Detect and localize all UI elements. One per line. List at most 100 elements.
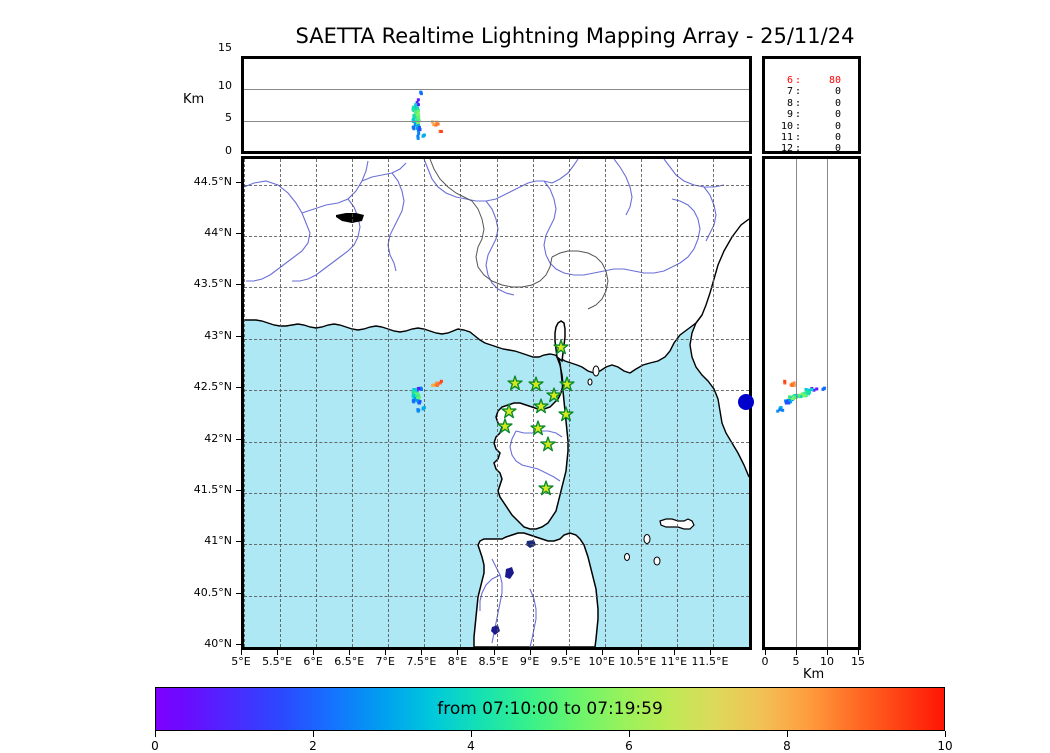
colorbar-time-label: from 07:10:00 to 07:19:59 [437, 699, 663, 719]
lon-tick-label: 5.5°E [262, 655, 293, 668]
lightning-source-point [415, 126, 419, 130]
lon-tick-label: 9°E [519, 655, 540, 668]
lightning-source-point [799, 395, 803, 399]
lma-station-marker[interactable] [546, 387, 562, 403]
top-ytick-0: 0 [225, 144, 232, 157]
stats-value: 0 [834, 86, 841, 98]
lightning-source-point [778, 408, 782, 412]
lma-station-marker[interactable] [528, 376, 544, 392]
top-ytick-5: 5 [225, 111, 232, 124]
blue-dot-marker [738, 394, 754, 410]
lightning-source-point [416, 121, 420, 125]
coast-stroke-mainland [244, 218, 749, 374]
lon-tick-label: 8.5°E [478, 655, 509, 668]
lma-station-marker[interactable] [497, 418, 513, 434]
lightning-source-point [416, 116, 420, 120]
lightning-source-point [416, 106, 420, 110]
lon-tickmark [277, 650, 279, 655]
lightning-source-point [783, 381, 787, 385]
lightning-source-point [416, 387, 420, 391]
lon-tickmark [421, 650, 423, 655]
lon-tickmark [457, 650, 459, 655]
side-axis-label-km: Km [803, 667, 825, 682]
coast-stroke-italy-south [689, 314, 749, 478]
lon-tick-label: 9.5°E [550, 655, 581, 668]
lat-tick-label: 44.5°N [193, 174, 232, 188]
lat-tick-label: 42°N [204, 431, 232, 445]
lat-tickmark [236, 181, 241, 183]
lightning-map-panel [241, 156, 752, 650]
lon-tickmark [709, 650, 711, 655]
sardinia-landmass [473, 532, 599, 647]
lat-tick-label: 41°N [204, 534, 232, 548]
lightning-source-point [416, 98, 420, 102]
top-gridline-10km [244, 89, 749, 90]
stats-row-10: 10: 0 [769, 121, 859, 132]
lightning-source-point [417, 132, 421, 136]
lightning-source-point [436, 122, 440, 126]
lightning-source-point [791, 396, 795, 400]
lightning-source-point [432, 123, 436, 127]
islet-gorgona [624, 553, 630, 561]
lat-tick-label: 44°N [204, 226, 232, 240]
lake-sardinia-1 [505, 567, 514, 579]
lightning-source-point [421, 134, 425, 138]
lightning-source-point [417, 401, 421, 405]
side-tick-label: 15 [851, 655, 865, 668]
lma-station-marker[interactable] [559, 376, 575, 392]
side-gridline-5km [796, 159, 797, 647]
lma-station-marker[interactable] [533, 398, 549, 413]
islet-capraia [643, 534, 651, 544]
lightning-source-point [435, 120, 439, 124]
lightning-source-point [416, 409, 420, 413]
side-tick-label: 0 [761, 655, 769, 668]
lightning-source-point [417, 125, 421, 129]
side-tickmark [827, 650, 828, 655]
top-scatter-layer [411, 90, 443, 140]
lightning-source-point [803, 394, 807, 398]
lon-tickmark [673, 650, 675, 655]
lma-station-marker[interactable] [501, 403, 517, 418]
stats-station-count: 11 [780, 132, 793, 144]
lightning-source-point [790, 382, 794, 386]
lightning-source-point [416, 103, 420, 107]
lightning-source-point [792, 383, 796, 387]
lightning-source-point [415, 101, 419, 105]
lma-station-marker[interactable] [558, 406, 574, 422]
lightning-source-point [411, 105, 415, 109]
map-geography-layer [244, 159, 749, 647]
station-markers-layer [244, 159, 749, 647]
lon-tickmark [385, 650, 387, 655]
lightning-source-point [411, 108, 415, 112]
stats-separator: : [794, 75, 802, 86]
lon-tickmark [601, 650, 603, 655]
lat-tick-label: 41.5°N [193, 482, 232, 496]
lightning-source-point [787, 401, 791, 405]
lon-tick-label: 10°E [588, 655, 615, 668]
lightning-source-point [788, 395, 792, 399]
lma-station-marker[interactable] [540, 436, 556, 451]
side-tick-label: 10 [820, 655, 834, 668]
islet-north [592, 365, 600, 377]
lma-station-marker[interactable] [530, 420, 546, 436]
lightning-source-point [801, 394, 805, 398]
side-tickmark [858, 650, 859, 655]
stats-list: 6: 80 7: 0 8: 0 9: 0 10: 0 11: 0 12: 0 [769, 75, 859, 155]
colorbar[interactable]: from 07:10:00 to 07:19:59 0 2 4 6 8 10 [151, 687, 953, 753]
stats-value: 80 [828, 75, 841, 86]
lma-station-marker[interactable] [553, 339, 569, 355]
stats-separator: : [794, 120, 802, 132]
lon-tick-label: 5°E [231, 655, 251, 668]
lightning-source-point [812, 388, 816, 392]
lon-tickmark [529, 650, 531, 655]
islet-pianosa [653, 556, 661, 566]
stats-row-11: 11: 0 [769, 132, 859, 143]
stats-separator: : [794, 143, 802, 155]
top-gridline-5km [244, 121, 749, 122]
rivers-layer [244, 159, 725, 647]
lma-station-marker[interactable] [507, 375, 523, 391]
lma-station-marker[interactable] [538, 480, 554, 496]
colorbar-tick-label: 6 [625, 739, 633, 753]
lightning-source-point [411, 125, 415, 129]
lon-tick-label: 6°E [303, 655, 323, 668]
